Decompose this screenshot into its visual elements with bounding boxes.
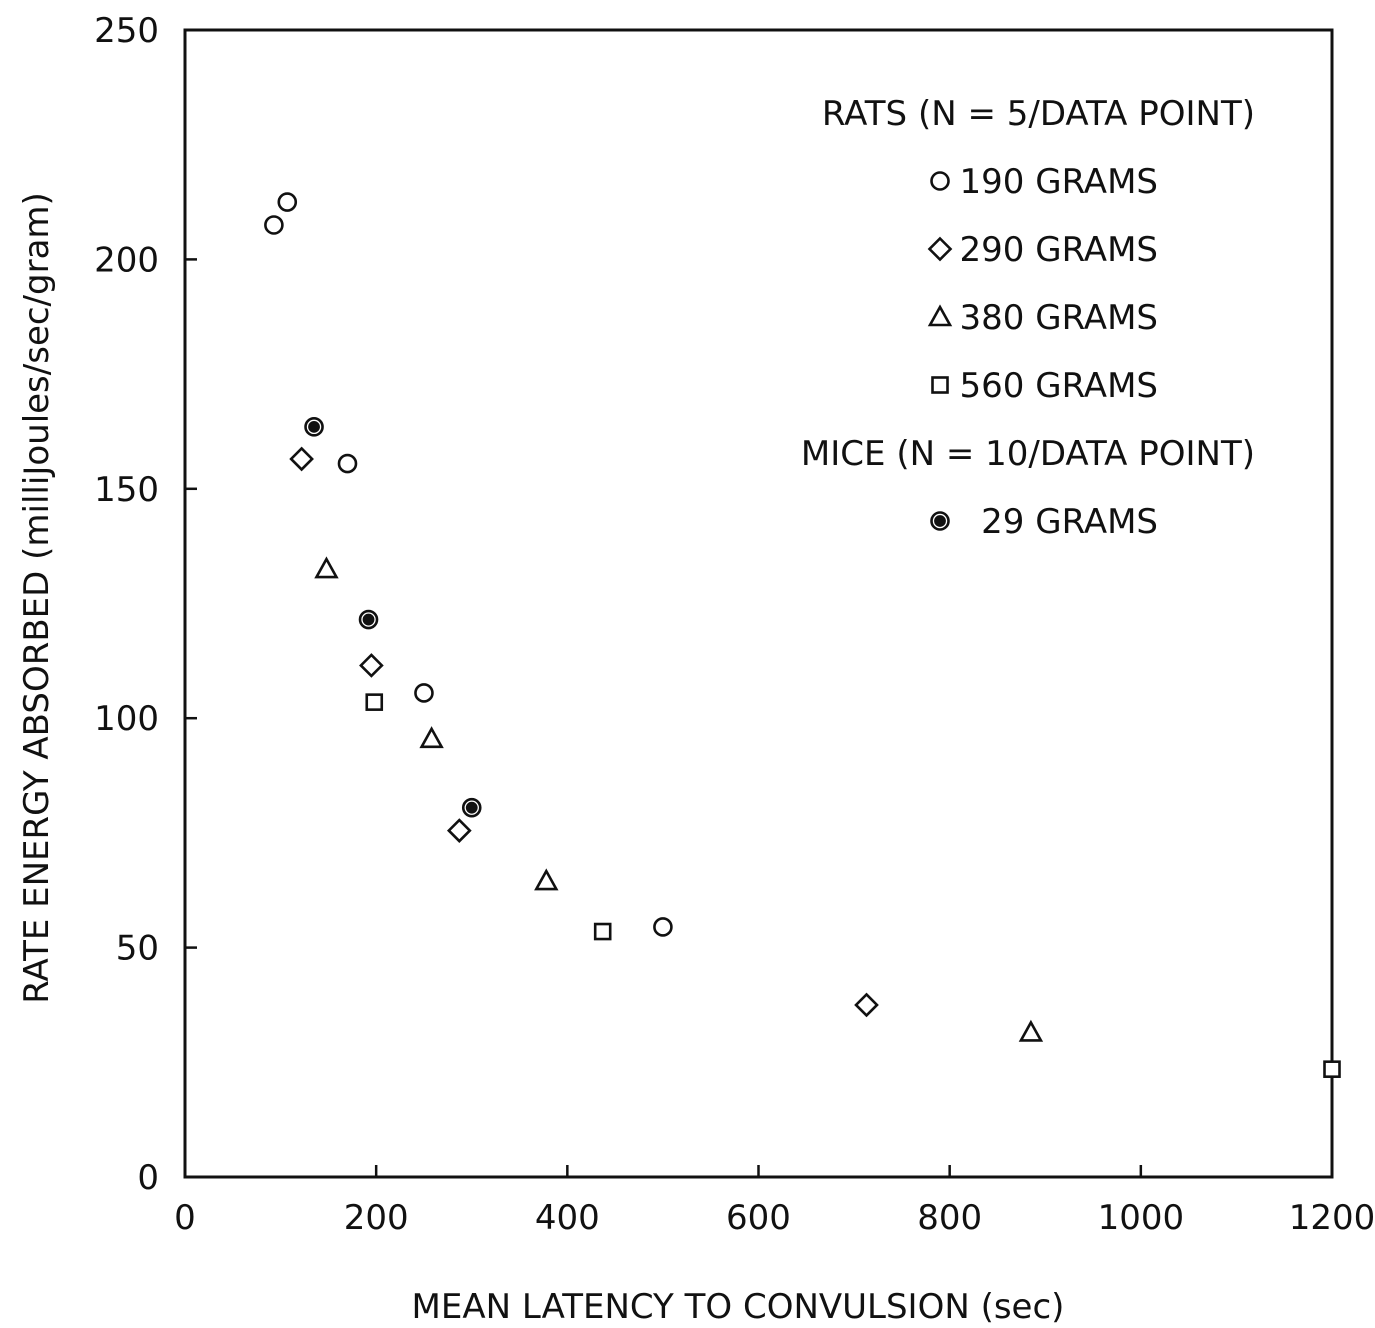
data-point-series-4-fill <box>362 613 375 626</box>
legend-heading: RATS (N = 5/DATA POINT) <box>822 94 1255 134</box>
data-point-series-4 <box>358 609 379 630</box>
data-point-series-4 <box>461 797 482 818</box>
x-tick-label: 1200 <box>1289 1198 1375 1238</box>
legend-label: 380 GRAMS <box>960 298 1158 338</box>
data-point-series-0 <box>414 683 434 703</box>
data-point-series-4-fill <box>465 801 478 814</box>
data-point-series-1 <box>854 992 879 1018</box>
legend-label: 560 GRAMS <box>960 366 1158 406</box>
data-point-series-1 <box>446 818 472 843</box>
data-point-series-1 <box>289 446 314 472</box>
y-tick-label: 200 <box>94 240 159 280</box>
plot-frame <box>183 28 1334 1179</box>
data-point-series-4-fill <box>308 420 320 433</box>
legend-label: 29 GRAMS <box>981 502 1158 542</box>
data-point-series-4 <box>304 417 324 437</box>
x-tick-label: 200 <box>344 1198 409 1238</box>
legend-marker <box>931 376 949 394</box>
x-tick-label: 400 <box>535 1198 600 1238</box>
legend-heading: MICE (N = 10/DATA POINT) <box>801 434 1255 474</box>
x-tick-label: 800 <box>917 1198 982 1238</box>
x-tick-label: 0 <box>174 1198 196 1238</box>
y-tick-label: 0 <box>137 1158 159 1198</box>
data-point-series-2 <box>1018 1019 1044 1042</box>
y-tick-label: 50 <box>116 929 159 969</box>
legend-marker <box>930 511 950 531</box>
legend-marker <box>927 236 953 262</box>
x-axis-title: MEAN LATENCY TO CONVULSION (sec) <box>412 1287 1065 1327</box>
y-tick-label: 150 <box>94 470 159 510</box>
legend-label: 190 GRAMS <box>960 162 1158 202</box>
data-point-series-2 <box>314 556 339 579</box>
data-point-series-1 <box>359 653 384 678</box>
legend-label: 290 GRAMS <box>960 230 1158 270</box>
y-tick-label: 100 <box>94 699 159 739</box>
data-point-series-3 <box>365 693 384 711</box>
data-point-series-2 <box>534 868 559 891</box>
legend-marker <box>927 304 953 327</box>
data-point-series-0 <box>337 453 358 474</box>
data-point-series-0 <box>264 215 284 235</box>
data-point-series-3 <box>1323 1060 1341 1078</box>
y-tick-label: 250 <box>94 11 159 51</box>
data-point-series-2 <box>419 726 444 749</box>
x-tick-label: 1000 <box>1098 1198 1185 1238</box>
data-point-series-0 <box>653 917 673 937</box>
x-tick-label: 600 <box>726 1198 791 1238</box>
y-axis-title: RATE ENERGY ABSORBED (milliJoules/sec/gr… <box>17 192 57 1004</box>
legend-marker-fill <box>934 515 946 527</box>
legend-marker <box>930 171 950 191</box>
data-point-series-0 <box>277 192 298 212</box>
data-point-series-3 <box>593 922 612 941</box>
